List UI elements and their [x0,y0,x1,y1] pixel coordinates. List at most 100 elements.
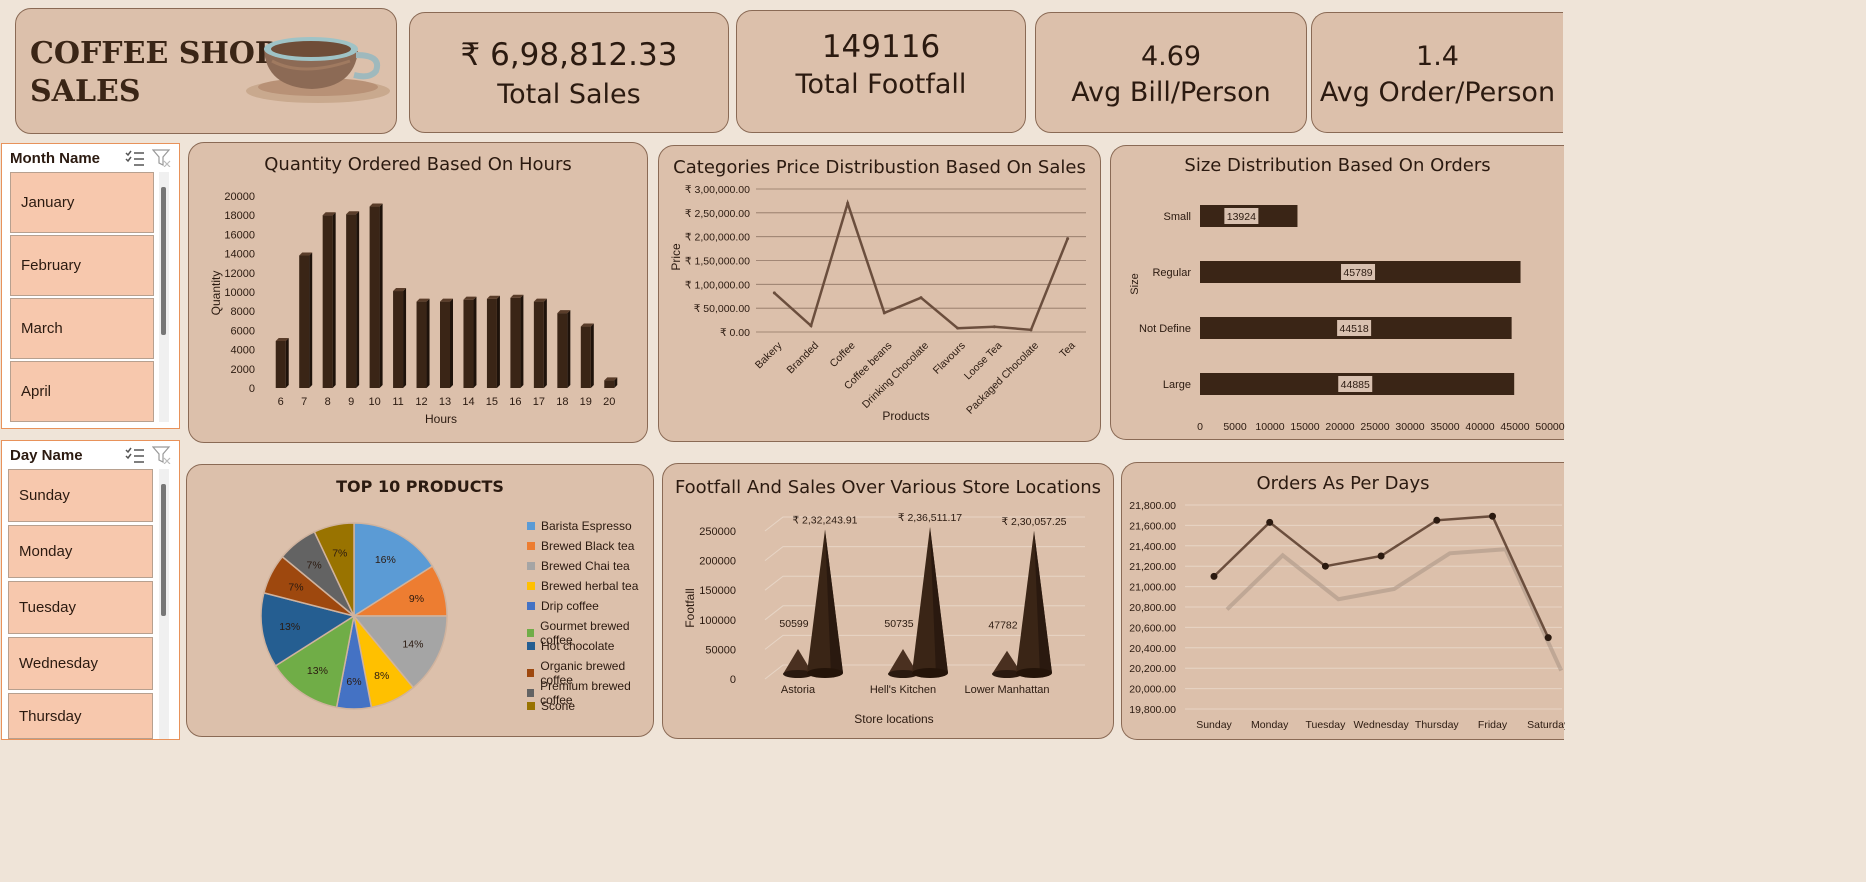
bar-side [450,298,453,388]
data-label: ₹ 2,32,243.91 [792,515,857,527]
x-tick-label: Flavours [931,340,968,377]
slicer-item-monday[interactable]: Monday [8,525,153,578]
legend-swatch [527,629,535,637]
slicer-item-thursday[interactable]: Thursday [8,693,153,739]
slicer-item-february[interactable]: February [10,235,154,296]
data-point [919,296,923,300]
bar-top [604,377,618,381]
clear-filter-icon[interactable] [152,446,172,464]
x-tick-label: 9 [348,396,354,408]
x-tick-label: 6 [278,396,284,408]
y-tick-label: 250000 [699,526,736,538]
footfall-cone [783,649,813,674]
slice-label: 6% [346,676,361,688]
bar-top [275,337,289,341]
y-tick-label: ₹ 1,50,000.00 [685,256,750,268]
kpi-value: 4.69 [1140,41,1202,72]
x-tick-label: 5000 [1223,421,1247,433]
multi-select-icon[interactable] [125,149,145,167]
line-shadow [1225,547,1564,672]
multi-select-icon[interactable] [125,446,145,464]
bar-top [533,298,547,302]
slice-label: 16% [375,554,396,566]
slicer-item-march[interactable]: March [10,298,154,359]
slicer-item-tuesday[interactable]: Tuesday [8,581,153,634]
bar-side [426,298,430,388]
y-tick-label: ₹ 1,00,000.00 [685,279,750,291]
x-tick-label: 18 [556,396,568,408]
kpi-label: Avg Order/Person [1319,77,1556,108]
pie-slice [260,591,356,667]
y-tick-label: 21,200.00 [1129,561,1176,573]
x-tick-label: 7 [301,396,307,408]
bar [369,206,380,388]
y-tick-label: ₹ 0.00 [720,327,750,339]
bar [299,255,310,388]
legend-item: Organic brewed coffee [527,659,652,687]
slice-label: 13% [279,621,300,633]
legend-item: Brewed herbal tea [527,579,638,593]
bar-side [590,323,594,388]
data-point [956,326,960,330]
chart-title: Quantity Ordered Based On Hours [264,154,572,175]
scrollbar-thumb[interactable] [161,187,166,335]
cone-base [807,668,843,678]
bar [463,299,474,388]
day-slicer: Day Name Sunday Monday Tuesday Wednesday… [1,440,180,740]
y-tick-label: 20,200.00 [1129,663,1176,675]
data-point [846,201,850,205]
bar-side [309,252,313,388]
x-tick-label: 19 [580,396,592,408]
y-tick-label: 12000 [224,268,255,280]
bar-top [416,298,430,302]
x-tick-label: 0 [1197,421,1203,433]
slicer-item-wednesday[interactable]: Wednesday [8,637,153,690]
legend-label: Gourmet brewed coffee [540,619,630,647]
legend-swatch [527,669,535,677]
scrollbar-thumb[interactable] [161,484,166,616]
gridline [764,605,1085,621]
bar-side [520,294,524,388]
data-point [1321,562,1329,570]
data-label-box [1337,320,1372,336]
slicer-item-sunday[interactable]: Sunday [8,469,153,522]
bar-side [332,212,336,388]
days-chart-panel: Orders As Per Days 19,800.00 20,000.00 20,… [1121,462,1565,740]
slice-label: 8% [374,670,389,682]
bar [557,313,568,388]
data-label: ₹ 2,30,057.25 [1001,516,1066,528]
day-slicer-scrollbar[interactable] [159,469,169,739]
data-point [1489,512,1496,520]
bar-side [543,298,547,388]
bar [322,215,333,388]
clear-filter-icon[interactable] [152,149,172,167]
slicer-item-april[interactable]: April [10,361,154,422]
legend-item: Drip coffee [527,599,599,613]
data-point [1544,634,1552,642]
y-tick-label: 10000 [224,287,255,299]
legend-label: Drip coffee [541,599,599,613]
y-tick-label: 100000 [699,615,736,627]
x-tick-label: Friday [1478,719,1508,731]
data-point [992,325,996,329]
data-point [1433,516,1441,524]
chart-title: Categories Price Distribustion Based On … [673,157,1086,178]
legend-swatch [527,582,535,590]
top10-chart-panel: TOP 10 PRODUCTS 16% 9% 14% 8% 6% 13% 13% 7% 7% 7%… [186,464,654,737]
bar-side [614,377,618,388]
y-tick-label: 6000 [231,325,255,337]
y-tick-label: 21,400.00 [1129,541,1176,553]
data-label: 44518 [1340,323,1369,335]
x-tick-label: 10 [368,396,380,408]
y-tick-label: Small [1163,211,1191,223]
month-slicer-scrollbar[interactable] [159,172,169,422]
y-tick-label: 20000 [224,191,255,203]
y-tick-label: 4000 [231,345,255,357]
slicer-item-january[interactable]: January [10,172,154,233]
y-tick-label: Not Define [1139,323,1191,335]
kpi-label: Avg Bill/Person [1071,77,1271,108]
x-tick-label: 30000 [1395,421,1424,433]
bar-side [285,337,289,388]
kpi-avg-bill: 4.69 Avg Bill/Person [1035,12,1307,133]
y-tick-label: 18000 [224,210,255,222]
